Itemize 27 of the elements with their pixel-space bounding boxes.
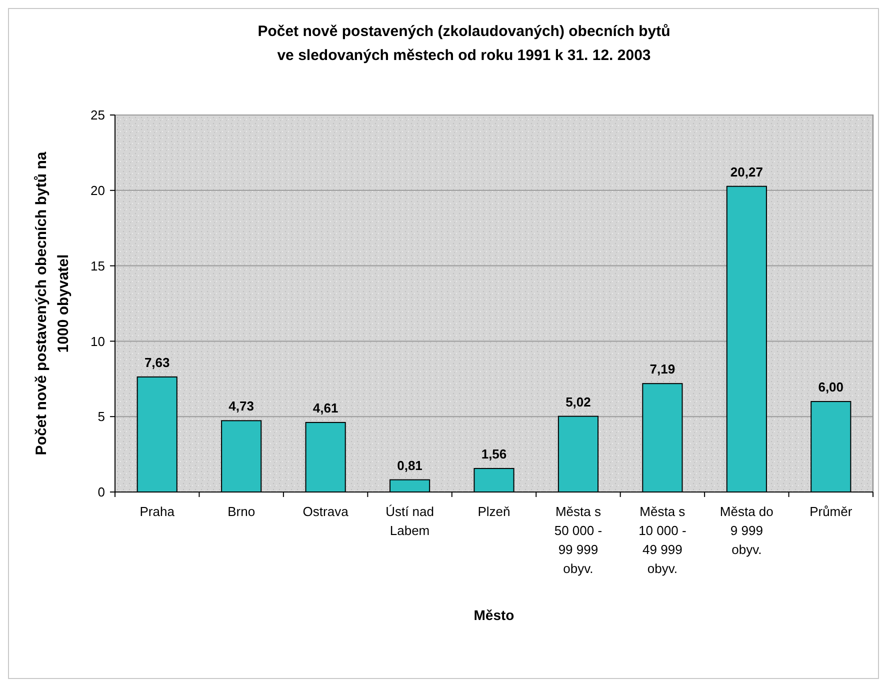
x-tick-label: Ostrava [302, 504, 350, 519]
x-tick-label: Brno [228, 504, 256, 519]
x-tick-label: Průměr [810, 504, 853, 519]
x-axis-title: Město [474, 607, 514, 623]
x-tick-label: Města do 9 999 obyv. [720, 504, 774, 557]
x-tick-label: Plzeň [478, 504, 510, 519]
data-label: 7,63 [144, 354, 170, 370]
y-tick-label: 15 [90, 258, 105, 274]
data-label: 0,81 [397, 458, 422, 473]
data-label: 4,61 [312, 400, 338, 416]
x-tick-label: Ústí nad Labem [386, 504, 434, 538]
y-tick-label: 0 [98, 484, 105, 500]
data-label: 20,27 [730, 164, 763, 180]
y-tick-label: 20 [90, 182, 105, 198]
data-label: 6,00 [818, 380, 844, 395]
data-label: 4,73 [228, 398, 254, 414]
data-label: 1,56 [481, 446, 507, 462]
y-tick-label: 10 [90, 334, 105, 349]
y-tick-label: 5 [98, 409, 105, 424]
x-tick-label: Města s 10 000 - 49 999 obyv. [638, 504, 686, 576]
y-axis-title: Počet nově postavených obecních bytů na 1000 obyvatel [33, 151, 72, 456]
y-tick-label: 25 [90, 108, 105, 123]
x-tick-label: Města s 50 000 - 99 999 obyv. [554, 504, 602, 576]
data-label: 7,19 [650, 362, 676, 377]
data-label: 5,02 [566, 394, 591, 410]
chart-title: Počet nově postavených (zkolaudovaných) obecních bytů ve sledovaných městech od roku 1991 k 31. 12. 2003 [258, 23, 670, 64]
x-tick-label: Praha [140, 504, 176, 519]
